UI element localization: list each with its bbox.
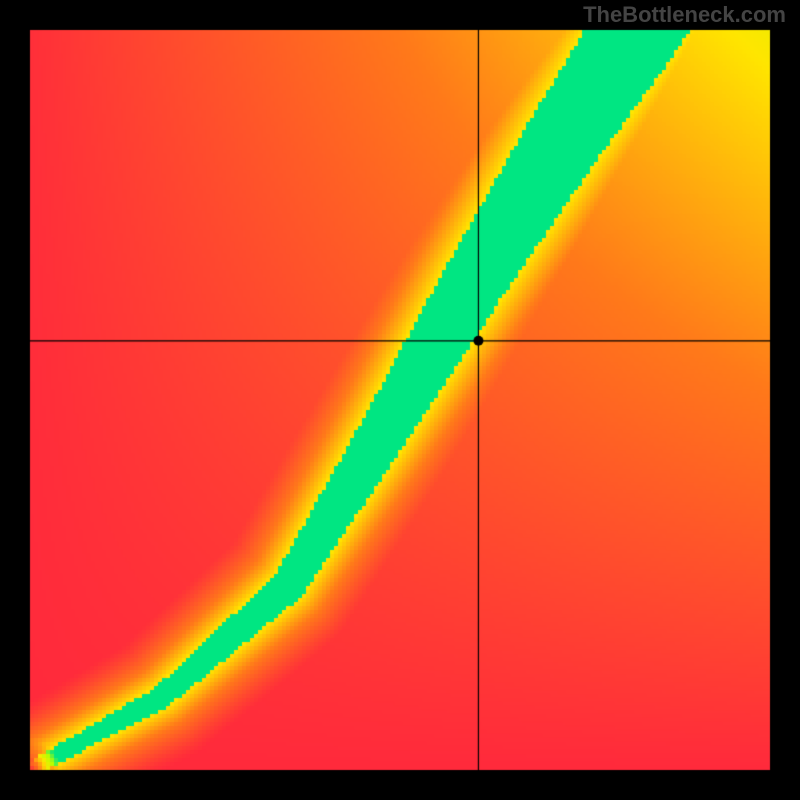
- watermark-text: TheBottleneck.com: [583, 2, 786, 28]
- bottleneck-heatmap: [0, 0, 800, 800]
- chart-container: TheBottleneck.com: [0, 0, 800, 800]
